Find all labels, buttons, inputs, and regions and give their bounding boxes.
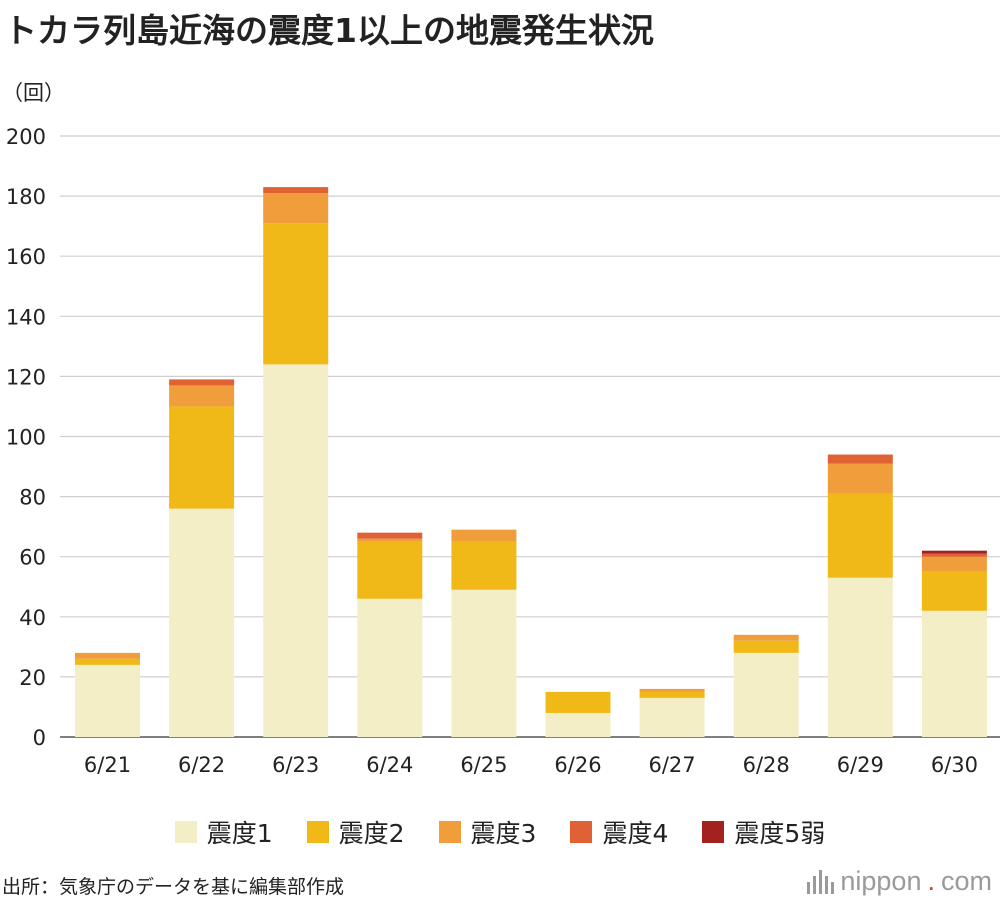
bar-segment [827,454,893,464]
legend-swatch [306,821,329,843]
bar-segment [733,640,799,653]
x-tick-label: 6/22 [178,753,225,777]
y-tick-label: 160 [6,245,46,269]
bar-segment [357,538,423,542]
logo-text: nippon [840,866,922,896]
bar-segment [921,610,987,737]
x-tick-label: 6/25 [460,753,507,777]
legend-label: 震度5弱 [734,819,826,848]
x-axis-ticks: 6/21 6/22 6/23 6/24 6/25 6/26 6/27 6/28 6/29 6/30 [84,753,978,777]
legend-swatch [174,821,197,843]
bar-segment [545,712,611,737]
y-tick-label: 100 [6,426,46,450]
legend-item: 震度5弱 [702,814,825,850]
logo-bars-icon [807,869,835,894]
nippon-logo: nippon. com [807,866,992,897]
bar-segment [75,658,140,665]
bar-segment [451,529,517,542]
bar-segment [75,652,140,659]
legend-label: 震度1 [206,819,273,848]
y-tick-label: 120 [6,365,46,389]
legend-label: 震度4 [602,819,669,848]
legend: 震度1 震度2 震度3 震度4 震度5弱 [0,814,1000,850]
y-tick-label: 80 [19,486,46,510]
bar-segment [263,364,329,737]
x-tick-label: 6/29 [837,753,884,777]
bar-segment [639,697,705,737]
y-tick-label: 140 [6,305,46,329]
bar-segment [357,532,423,539]
legend-swatch [438,821,461,843]
y-tick-label: 180 [6,185,46,209]
bar-segment [263,223,329,365]
legend-item: 震度4 [570,814,668,850]
y-tick-label: 20 [19,666,46,690]
stacked-bar-chart: （回） 0 20 40 60 80 100 120 140 160 180 200 6/21 6/22… [2,81,1000,777]
bar-segment [169,508,235,737]
bar-segment [357,541,423,599]
y-axis-ticks: 0 20 40 60 80 100 120 140 160 180 200 [6,125,46,750]
bars [75,187,987,737]
x-tick-label: 6/24 [366,753,413,777]
legend-item: 震度1 [174,814,273,850]
bar-segment [733,652,799,737]
legend-label: 震度2 [338,819,405,848]
bar-segment [75,664,140,737]
y-axis-unit-label: （回） [2,81,65,105]
logo-dot: . [927,866,935,896]
x-tick-label: 6/26 [554,753,601,777]
x-tick-label: 6/23 [272,753,319,777]
y-tick-label: 200 [6,125,46,149]
bar-segment [827,577,893,737]
chart-title: トカラ列島近海の震度1以上の地震発生状況 [4,11,654,50]
legend-item: 震度3 [438,814,537,850]
bar-segment [921,571,987,611]
bar-segment [263,193,329,224]
x-tick-label: 6/30 [931,753,978,777]
legend-swatch [570,821,593,843]
bar-segment [451,541,517,590]
bar-segment [169,385,235,407]
legend-label: 震度3 [470,819,537,848]
y-tick-label: 60 [19,546,46,570]
legend-swatch [702,821,725,843]
bar-segment [639,691,705,698]
x-tick-label: 6/28 [743,753,790,777]
bar-segment [827,463,893,494]
bar-segment [733,634,799,641]
bar-segment [921,553,987,557]
bar-segment [357,598,423,737]
y-tick-label: 40 [19,606,46,630]
source-note: 出所：気象庁のデータを基に編集部作成 [2,876,345,898]
bar-segment [169,379,235,386]
legend-item: 震度2 [306,814,405,850]
bar-segment [639,688,705,692]
bar-segment [827,493,893,578]
bar-segment [921,556,987,572]
bar-segment [263,187,329,194]
bar-segment [451,589,517,737]
bar-segment [169,406,235,509]
bar-segment [921,550,987,554]
y-tick-label: 0 [33,726,46,750]
x-tick-label: 6/21 [84,753,131,777]
bar-segment [545,691,611,713]
logo-tld: com [940,866,992,896]
x-tick-label: 6/27 [649,753,696,777]
